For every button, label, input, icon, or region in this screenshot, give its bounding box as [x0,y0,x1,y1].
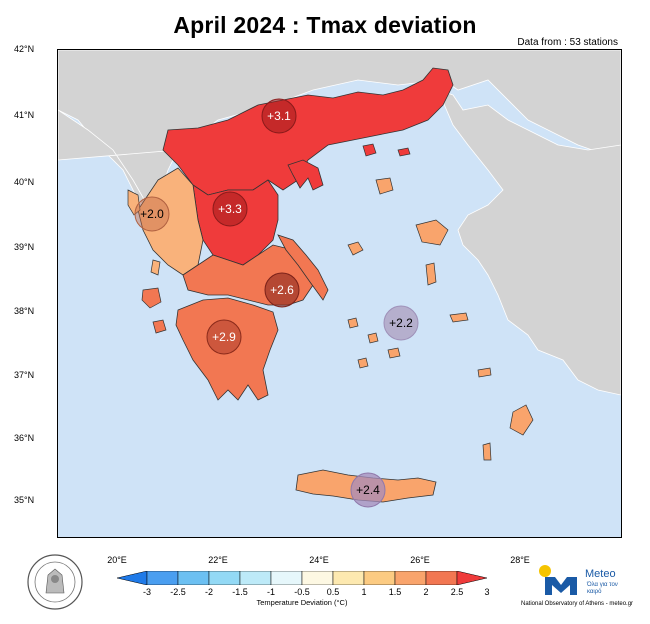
meteo-logo-icon [539,565,577,595]
colorbar-tick: 3 [484,587,490,597]
lat-label-36: 36°N [14,433,35,443]
lat-label-39: 39°N [14,242,35,252]
lon-label-26: 26°E [410,555,430,565]
colorbar-tick: 1 [361,587,367,597]
marker-label-thessaly: +3.3 [218,202,242,216]
lat-label-42: 42°N [14,44,35,54]
island-kefalonia [141,287,162,309]
island-karpathos [482,442,492,461]
island-rhodes [509,404,534,436]
colorbar-tick: 2 [423,587,429,597]
lat-label-35: 35°N [14,495,35,505]
lon-label-20: 20°E [107,555,127,565]
lat-label-41: 41°N [14,110,35,120]
footer-credit: National Observatory of Athens - meteo.g… [521,601,634,607]
lat-label-40: 40°N [14,177,35,187]
colorbar-tick: 2.5 [450,587,464,597]
marker-label-peloponnese: +2.9 [212,330,236,344]
colorbar-tick: 0.5 [326,587,340,597]
marker-peloponnese[interactable]: +2.9 [206,319,242,355]
island-corfu [127,189,141,216]
marker-label-aegean: +2.2 [389,316,413,330]
map-area[interactable]: +3.1 +3.3 +2.0 +2.6 +2.9 +2.2 +2.4 [57,49,622,538]
island-lesvos [415,219,449,246]
neighbor-land-turkey [437,89,621,396]
observatory-seal-icon [27,554,83,610]
colorbar [117,571,487,585]
marker-label-epirus: +2.0 [140,207,164,221]
island-cyclades-1 [347,317,359,329]
lat-label-37: 37°N [14,370,35,380]
marker-label-thrace-macedonia: +3.1 [267,109,291,123]
lon-label-28: 28°E [510,555,530,565]
marker-thessaly[interactable]: +3.3 [212,191,248,227]
marker-thrace-macedonia[interactable]: +3.1 [261,98,297,134]
colorbar-tick: -2 [204,587,213,597]
colorbar-arrow-low [117,571,148,585]
marker-central-greece[interactable]: +2.6 [264,272,300,308]
colorbar-tick: -1 [266,587,275,597]
colorbar-tick: -0.5 [294,587,310,597]
marker-aegean[interactable]: +2.2 [383,305,419,341]
colorbar-tick: -1.5 [232,587,248,597]
colorbar-tick: 1.5 [388,587,402,597]
lon-label-24: 24°E [309,555,329,565]
lon-label-22: 22°E [208,555,228,565]
logo-name: Meteo [585,568,616,580]
island-cyclades-2 [367,332,379,344]
map-title: April 2024 : Tmax deviation [173,12,477,38]
island-zakynthos [152,319,167,334]
neighbor-land-north [58,50,621,211]
island-samos [449,312,469,323]
island-lefkada [150,259,161,276]
island-cyclades-3 [387,347,401,359]
island-kos [477,367,492,378]
island-skyros [347,241,364,256]
island-lemnos [375,177,394,195]
colorbar-tick: -3 [142,587,151,597]
colorbar-tick: -2.5 [170,587,186,597]
marker-label-crete: +2.4 [356,483,380,497]
marker-label-central-greece: +2.6 [270,283,294,297]
region-chalkidiki [287,159,324,191]
greece-map: +3.1 +3.3 +2.0 +2.6 +2.9 +2.2 +2.4 [58,50,621,537]
island-thasos [362,143,377,157]
lat-label-38: 38°N [14,306,35,316]
stations-note: Data from : 53 stations [517,37,618,48]
region-evia [277,234,329,301]
marker-crete[interactable]: +2.4 [350,472,386,508]
marker-epirus[interactable]: +2.0 [134,196,170,232]
island-chios [425,262,437,286]
island-samothraki [397,147,411,157]
colorbar-title: Temperature Deviation (°C) [256,598,348,607]
logo-tagline: Όλα για τον καιρό [587,582,618,595]
colorbar-arrow-high [456,571,487,585]
island-cyclades-4 [357,357,369,369]
